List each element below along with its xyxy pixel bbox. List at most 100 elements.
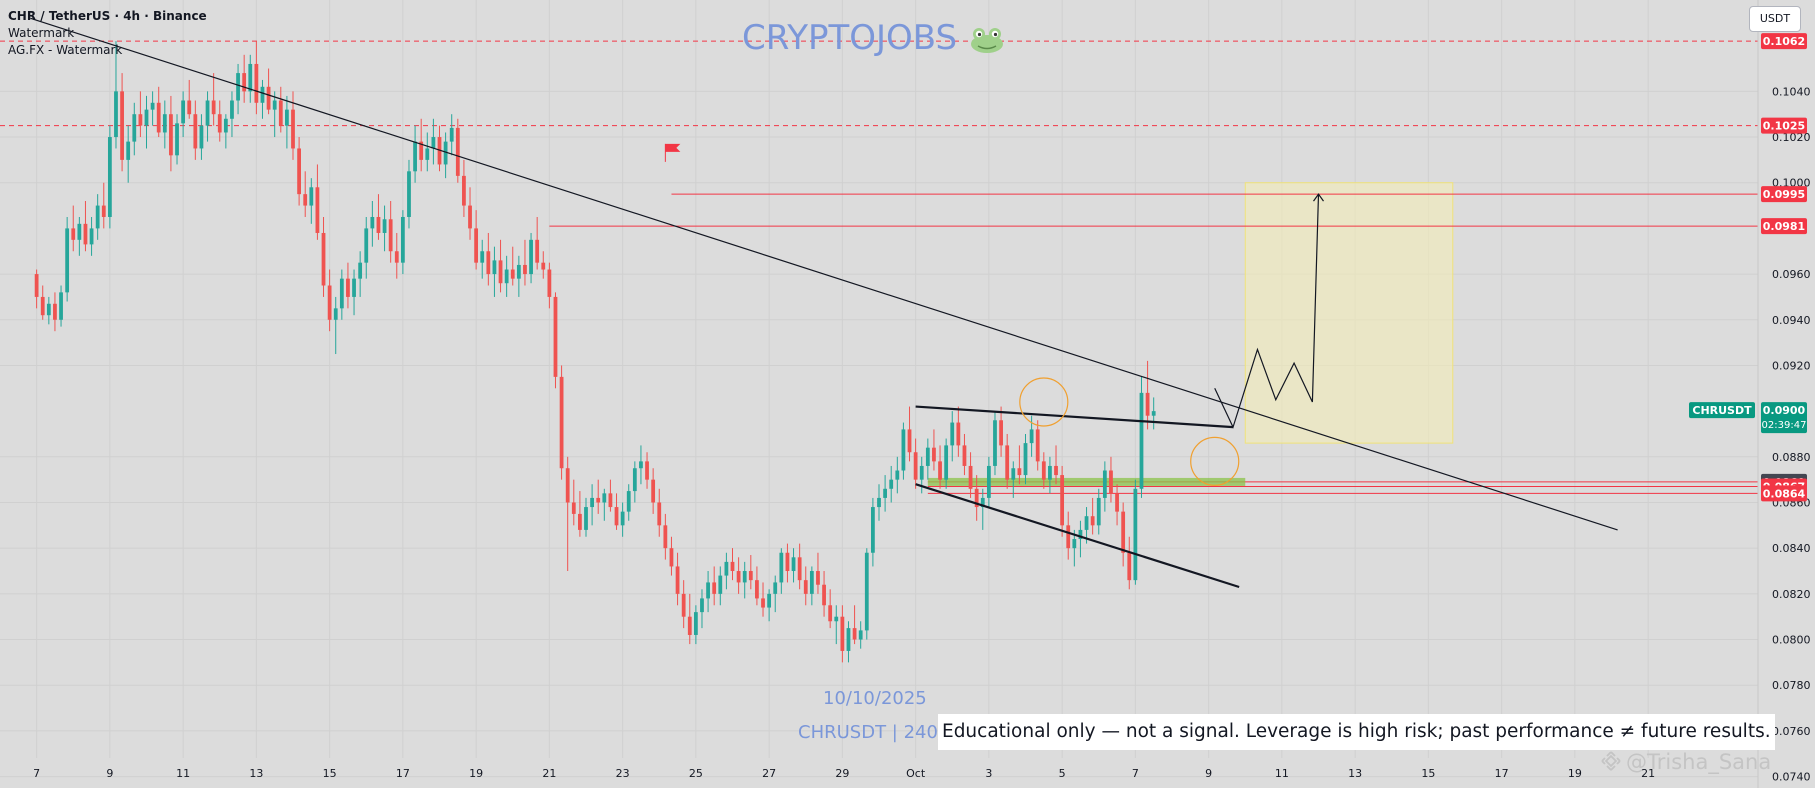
price-tick-label: 0.0800 xyxy=(1772,634,1811,647)
candle xyxy=(907,406,912,462)
candle-body xyxy=(529,239,533,275)
candle xyxy=(565,456,570,572)
candle xyxy=(407,159,411,229)
candle xyxy=(871,497,875,567)
candle xyxy=(492,246,497,297)
candle-body xyxy=(187,100,192,115)
candle xyxy=(529,232,533,284)
candle xyxy=(590,484,594,526)
time-tick-label: 3 xyxy=(985,767,992,780)
candle-body xyxy=(181,100,186,124)
candle-body xyxy=(596,497,601,503)
candle-body xyxy=(1011,468,1016,480)
candle xyxy=(285,95,289,149)
candle xyxy=(431,118,436,165)
candle-body xyxy=(584,507,588,530)
candle-body xyxy=(828,605,833,622)
candle-body xyxy=(455,127,460,176)
candle-body xyxy=(1109,470,1113,494)
candle-body xyxy=(376,216,381,233)
candle-body xyxy=(388,219,393,252)
candle xyxy=(1151,397,1156,430)
candle-body xyxy=(95,205,100,229)
candle-body xyxy=(278,100,283,126)
candle xyxy=(864,548,869,640)
candle xyxy=(53,292,57,332)
candle xyxy=(663,513,668,560)
candle-body xyxy=(431,137,436,149)
candle xyxy=(254,41,259,115)
price-tick-label: 0.0740 xyxy=(1772,771,1811,784)
time-tick-label: 29 xyxy=(835,767,849,780)
candle xyxy=(767,589,772,622)
candle xyxy=(742,561,747,599)
price-level-tag xyxy=(1761,117,1807,134)
candle-body xyxy=(144,109,149,126)
candle xyxy=(748,555,753,590)
candle-body xyxy=(791,557,796,572)
candle-body xyxy=(285,109,289,126)
candle xyxy=(181,91,186,138)
candle-body xyxy=(553,296,558,377)
time-tick-label: 7 xyxy=(33,767,40,780)
candle xyxy=(443,132,448,179)
candle xyxy=(913,438,918,489)
candle-body xyxy=(1139,392,1144,489)
candle xyxy=(809,566,814,606)
candle-body xyxy=(169,114,173,156)
candle-body xyxy=(895,470,900,480)
candle xyxy=(358,251,363,297)
descending-trendline xyxy=(30,17,1618,531)
time-tick-label: 5 xyxy=(1059,767,1066,780)
candle-body xyxy=(419,141,424,160)
candle-body xyxy=(114,91,118,138)
indicator-label-2[interactable]: AG.FX - Watermark xyxy=(8,43,123,57)
candle xyxy=(700,589,704,629)
highlight-circle xyxy=(1019,377,1069,427)
candle xyxy=(516,255,521,297)
candle-body xyxy=(852,628,857,640)
candle-body xyxy=(974,488,979,508)
candle-body xyxy=(516,264,521,279)
candle xyxy=(205,91,210,142)
candle-body xyxy=(510,269,515,279)
candle xyxy=(236,63,240,115)
candle-body xyxy=(1127,552,1132,581)
candle-body xyxy=(1096,497,1101,526)
candle xyxy=(132,102,137,156)
candle-body xyxy=(382,219,387,233)
candle-body xyxy=(547,269,552,297)
currency-button[interactable]: USDT xyxy=(1749,6,1801,32)
candle-body xyxy=(34,274,39,297)
candle-body xyxy=(761,598,765,608)
time-tick-label: 13 xyxy=(249,767,263,780)
candle xyxy=(932,429,936,471)
candle-body xyxy=(901,429,906,471)
candle xyxy=(797,543,802,590)
candle-body xyxy=(864,552,869,631)
candle-body xyxy=(1029,429,1034,444)
candle-body xyxy=(394,251,399,263)
candle-body xyxy=(925,447,930,466)
candle-body xyxy=(199,125,204,149)
candle xyxy=(816,552,820,594)
candle xyxy=(1023,433,1028,485)
candle-body xyxy=(498,260,503,284)
time-tick-label: 9 xyxy=(106,767,113,780)
candle xyxy=(675,552,680,606)
price-tick-label: 0.0960 xyxy=(1772,268,1811,281)
candle-body xyxy=(242,73,247,92)
symbol-line[interactable]: CHR / TetherUS · 4h · Binance xyxy=(8,9,207,23)
time-tick-label: 21 xyxy=(542,767,556,780)
candle xyxy=(144,95,149,149)
candle xyxy=(858,621,863,649)
candle xyxy=(718,566,723,606)
candle-body xyxy=(1084,516,1089,530)
candle-body xyxy=(468,205,472,229)
candle xyxy=(352,269,356,316)
candle-body xyxy=(993,420,997,466)
indicator-label-1[interactable]: Watermark xyxy=(8,26,75,40)
author-tag: @Trisha_Sana xyxy=(1600,750,1771,774)
candle xyxy=(693,605,698,645)
